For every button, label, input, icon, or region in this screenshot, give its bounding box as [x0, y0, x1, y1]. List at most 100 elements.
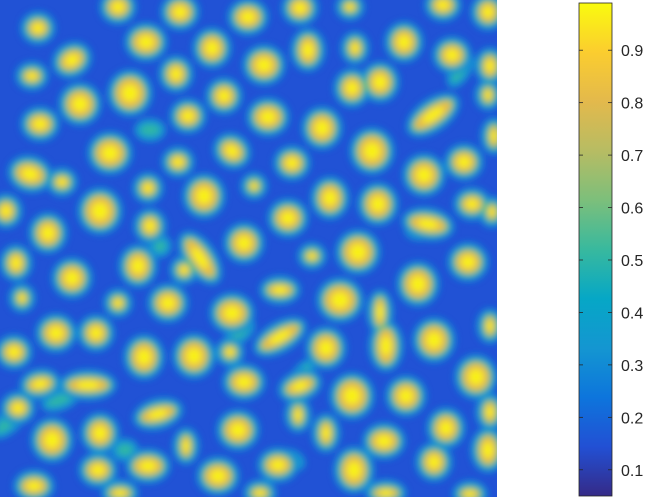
heatmap-spot-core	[489, 208, 495, 216]
heatmap-spot-core	[65, 271, 79, 285]
heatmap-spot-core	[256, 58, 272, 72]
heatmap-spot-core	[27, 72, 37, 80]
heatmap-spot-core	[192, 247, 208, 269]
heatmap-spot-core	[171, 68, 181, 80]
heatmap-spot-core	[49, 326, 63, 340]
heatmap-spot-core	[410, 276, 426, 292]
heatmap-spot-core	[161, 296, 175, 310]
heatmap-spot-core	[457, 156, 471, 168]
heatmap-spot-core	[186, 348, 202, 364]
heatmap-spot-core	[308, 253, 316, 259]
heatmap-spot-core	[323, 190, 337, 206]
heatmap-spot-core	[346, 4, 354, 10]
heatmap-spot-core	[281, 211, 295, 225]
heatmap-spot-core	[44, 432, 60, 448]
heatmap-spot-core	[346, 81, 358, 95]
colorbar-tick-label: 0.1	[621, 463, 643, 480]
heatmap-weak-blob-core	[154, 240, 166, 252]
heatmap-spot-core	[466, 199, 478, 209]
heatmap-spot-core	[292, 381, 308, 391]
heatmap-spot-core	[483, 6, 493, 18]
heatmap-spot-core	[269, 330, 291, 344]
heatmap-spot-core	[260, 110, 276, 124]
heatmap-spot-core	[91, 465, 105, 475]
heatmap-spot-core	[8, 347, 20, 357]
colorbar-gradient	[578, 2, 613, 497]
heatmap-spot-core	[19, 294, 25, 302]
heatmap-spot-core	[114, 299, 122, 307]
heatmap-spot-core	[377, 304, 383, 320]
heatmap-spot-core	[72, 96, 88, 112]
heatmap-spot-core	[33, 119, 47, 129]
heatmap-spot-core	[205, 41, 219, 55]
heatmap-spot-core	[422, 107, 444, 123]
heatmap-spots	[0, 0, 497, 497]
heatmap-spot-core	[428, 455, 440, 469]
heatmap-spot-core	[468, 369, 484, 385]
heatmap-spot-core	[92, 202, 108, 220]
heatmap-spot-core	[218, 90, 230, 102]
heatmap-spot-core	[138, 35, 154, 49]
heatmap-spot-core	[426, 332, 442, 348]
heatmap-spot-core	[437, 0, 449, 10]
heatmap-spot-core	[241, 11, 255, 23]
heatmap-spot-core	[137, 349, 151, 365]
heatmap-spot-core	[90, 327, 102, 339]
heatmap-spot-core	[286, 158, 298, 168]
heatmap-spot-core	[418, 219, 438, 229]
heatmap-spot-core	[255, 490, 265, 496]
heatmap-spot-core	[465, 491, 475, 497]
heatmap-weak-blob-core	[46, 393, 74, 407]
heatmap-spot-core	[364, 142, 380, 160]
heatmap-spot-core	[303, 42, 313, 58]
heatmap-spot-core	[381, 336, 391, 356]
heatmap-spot-core	[331, 292, 349, 308]
heatmap-spot-core	[351, 43, 359, 53]
heatmap-spot-core	[491, 130, 497, 142]
heatmap-spot-core	[33, 380, 47, 388]
heatmap-spot-core	[416, 167, 432, 183]
heatmap-spot-core	[294, 3, 306, 13]
heatmap-spot-core	[319, 340, 333, 356]
heatmap-spot-core	[485, 91, 491, 99]
heatmap-spot-core	[65, 54, 79, 66]
heatmap-spot-core	[487, 321, 493, 331]
heatmap-spot-core	[347, 461, 361, 479]
heatmap-spot-core	[77, 381, 99, 389]
colorbar-tick-label: 0.7	[621, 148, 643, 165]
heatmap-spot-core	[112, 2, 124, 12]
heatmap-spot-core	[237, 236, 251, 250]
colorbar-tick-label: 0.4	[621, 305, 643, 322]
colorbar-tick-label: 0.3	[621, 358, 643, 375]
heatmap-spot-core	[322, 426, 330, 440]
colorbar: 0.1 0.2 0.3 0.4 0.5 0.6 0.7 0.8 0.9	[578, 2, 643, 497]
heatmap-spot-core	[271, 460, 285, 470]
heatmap-spot-core	[439, 421, 453, 435]
heatmap-spot-core	[445, 49, 459, 61]
heatmap-spot-core	[251, 183, 257, 189]
heatmap-spot-core	[122, 84, 138, 102]
heatmap-spot-core	[131, 258, 145, 274]
heatmap-spot-core	[58, 178, 66, 186]
colorbar-tick-label: 0.9	[621, 43, 643, 60]
heatmap-weak-blob-core	[140, 124, 160, 136]
heatmap-spot-core	[344, 387, 360, 405]
heatmap-spot-core	[376, 435, 392, 447]
heatmap-spot-core	[379, 490, 393, 496]
heatmap-spot-core	[1, 206, 11, 216]
heatmap-spot-core	[182, 111, 194, 121]
heatmap-spot-core	[180, 266, 188, 274]
heatmap-spot-core	[102, 145, 118, 161]
heatmap-spot-core	[483, 442, 493, 458]
heatmap-spot-core	[315, 120, 329, 136]
heatmap-spot-core	[371, 196, 385, 212]
heatmap-spot-core	[145, 221, 155, 231]
heatmap-spot-core	[114, 490, 126, 496]
heatmap-spot-core	[350, 244, 366, 260]
heatmap-spot-core	[224, 306, 240, 320]
heatmap-spot-core	[13, 403, 23, 413]
colorbar-tick-label: 0.6	[621, 201, 643, 218]
heatmap-spot-core	[486, 406, 494, 418]
heatmap-spot-core	[140, 461, 156, 471]
heatmap-spot-core	[27, 481, 41, 491]
